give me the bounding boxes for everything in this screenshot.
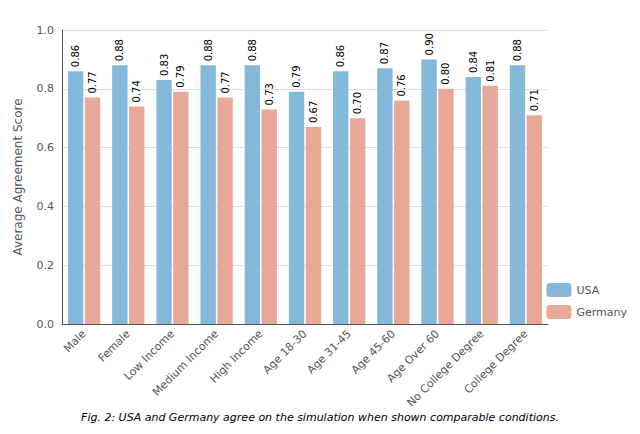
svg-text:0.2: 0.2 <box>37 259 55 272</box>
svg-text:0.6: 0.6 <box>37 141 55 154</box>
svg-text:Age 18-30: Age 18-30 <box>260 327 309 376</box>
svg-text:Low Income: Low Income <box>121 327 178 383</box>
svg-text:0.86: 0.86 <box>70 45 81 67</box>
svg-text:Age 45-60: Age 45-60 <box>348 327 398 377</box>
svg-text:0.8: 0.8 <box>37 82 55 95</box>
svg-text:0.67: 0.67 <box>308 101 319 123</box>
svg-text:0.83: 0.83 <box>159 54 170 76</box>
svg-text:0.70: 0.70 <box>352 92 363 114</box>
svg-text:0.76: 0.76 <box>396 74 407 96</box>
svg-text:0.4: 0.4 <box>37 200 55 213</box>
svg-text:0.88: 0.88 <box>247 39 258 61</box>
svg-text:0.79: 0.79 <box>291 65 302 87</box>
svg-text:Age 31-45: Age 31-45 <box>305 327 354 376</box>
svg-text:0.80: 0.80 <box>440 63 451 85</box>
svg-text:0.88: 0.88 <box>114 39 125 61</box>
svg-text:0.77: 0.77 <box>87 71 98 93</box>
svg-text:USA: USA <box>576 284 599 297</box>
svg-text:0.87: 0.87 <box>379 42 390 64</box>
svg-text:0.86: 0.86 <box>335 45 346 67</box>
svg-text:No College Degree: No College Degree <box>404 327 486 409</box>
svg-text:1.0: 1.0 <box>37 24 55 37</box>
svg-text:Age Over 60: Age Over 60 <box>384 327 443 386</box>
svg-text:Male: Male <box>61 327 89 355</box>
svg-text:0.77: 0.77 <box>220 71 231 93</box>
svg-text:0.88: 0.88 <box>203 39 214 61</box>
svg-text:Fig. 2: USA and Germany agree: Fig. 2: USA and Germany agree on the sim… <box>81 411 559 424</box>
svg-text:0.88: 0.88 <box>512 39 523 61</box>
svg-text:0.90: 0.90 <box>424 33 435 55</box>
svg-text:Female: Female <box>96 327 133 364</box>
svg-text:Average Agreement Score: Average Agreement Score <box>11 98 25 255</box>
svg-text:0.0: 0.0 <box>37 318 55 331</box>
svg-text:Germany: Germany <box>576 306 627 319</box>
svg-text:0.71: 0.71 <box>529 89 540 111</box>
svg-text:0.81: 0.81 <box>485 60 496 82</box>
svg-text:0.84: 0.84 <box>468 51 479 73</box>
svg-text:High Income: High Income <box>207 327 265 385</box>
svg-text:0.74: 0.74 <box>131 80 142 102</box>
svg-text:0.73: 0.73 <box>264 83 275 105</box>
svg-text:College Degree: College Degree <box>462 327 531 396</box>
svg-text:0.79: 0.79 <box>175 65 186 87</box>
svg-text:Medium Income: Medium Income <box>150 327 221 398</box>
